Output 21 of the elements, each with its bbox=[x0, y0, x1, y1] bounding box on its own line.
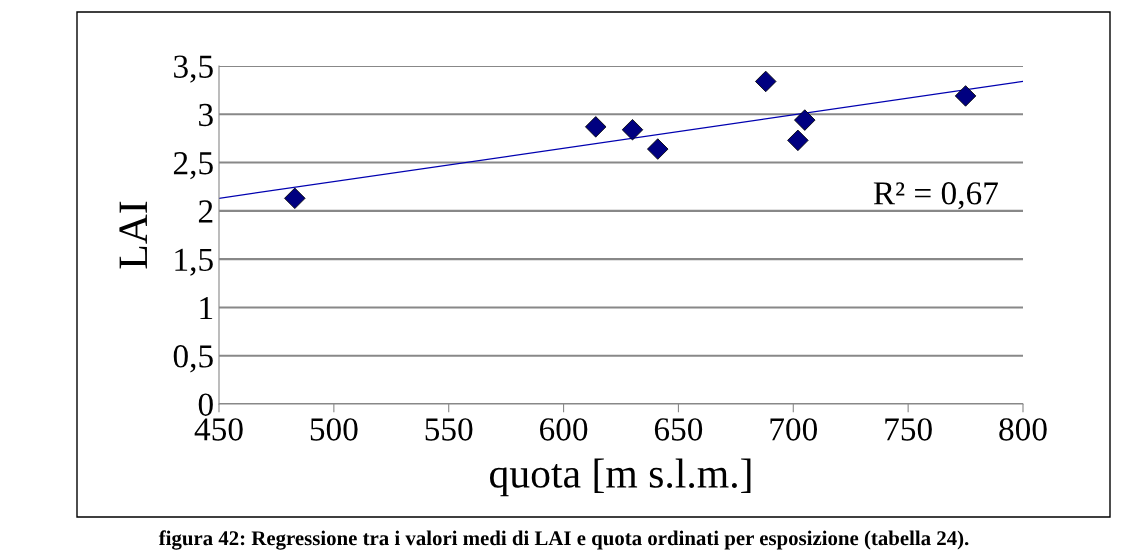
y-tick-label: 1,5 bbox=[175, 248, 213, 276]
x-tick-label: 550 bbox=[425, 418, 473, 441]
annotation: R² = 0,67 bbox=[873, 182, 998, 210]
y-tick-label: 2,5 bbox=[173, 152, 213, 180]
y-tick-label: 3,5 bbox=[174, 55, 213, 83]
y-tick-label: 0,5 bbox=[173, 345, 213, 373]
x-tick-label: 800 bbox=[999, 418, 1047, 441]
y-tick-label: 1 bbox=[200, 296, 213, 319]
x-tick-label: 750 bbox=[885, 418, 932, 441]
y-tick-label: 0 bbox=[198, 393, 213, 416]
x-axis-title: quota [m s.l.m.] bbox=[490, 458, 751, 497]
y-tick-label: 3 bbox=[199, 103, 213, 127]
y-axis-title: LAI bbox=[119, 201, 147, 269]
y-tick-label: 2 bbox=[198, 200, 213, 223]
x-tick-label: 650 bbox=[654, 418, 703, 441]
x-tick-label: 500 bbox=[310, 418, 358, 441]
x-tick-label: 700 bbox=[770, 418, 818, 441]
x-tick-label: 450 bbox=[194, 418, 243, 441]
x-tick-label: 600 bbox=[540, 418, 588, 441]
text: figura 42: Regressione tra i valori medi di LAI e quota ordinati per esposizione (tabella 24). bbox=[158, 530, 969, 550]
point bbox=[647, 138, 669, 160]
